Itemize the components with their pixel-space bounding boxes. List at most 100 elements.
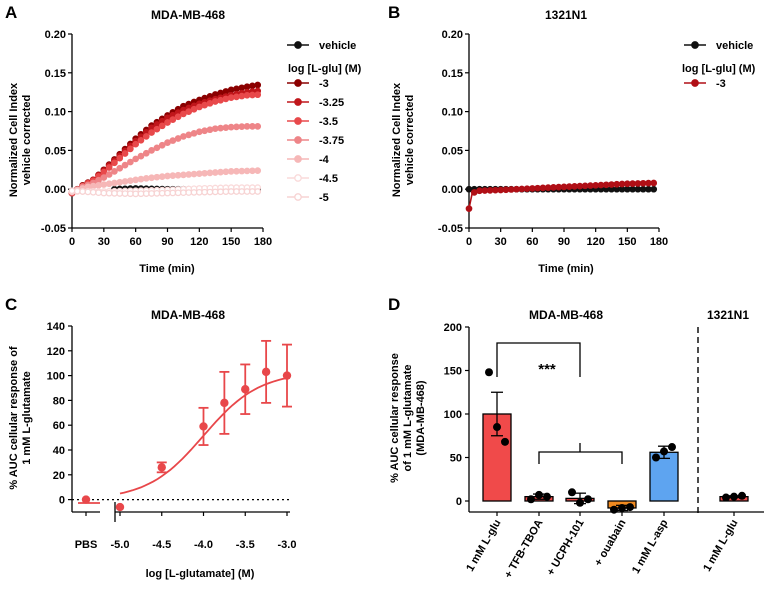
panel-a-data-point xyxy=(254,122,262,130)
panel-a-data-point xyxy=(238,92,246,100)
panel-d-data-point xyxy=(730,492,738,501)
panel-b-legend-label: vehicle xyxy=(716,40,753,52)
panel-d-category-label: + ouabain xyxy=(592,517,628,568)
panel-d-ylabel-line2: of 1 mM L-glutamate xyxy=(402,365,414,472)
panel-a-data-point xyxy=(238,123,246,130)
panel-b-data-point xyxy=(597,181,605,189)
panel-a-data-point xyxy=(111,189,118,197)
panel-b-xtick-label: 0 xyxy=(466,236,472,248)
panel-a-data-point xyxy=(180,189,187,197)
panel-a-data-point xyxy=(142,174,150,182)
panel-a-data-point xyxy=(169,116,177,123)
panel-b-ylabel-line1: Normalized Cell Index xyxy=(391,82,403,197)
panel-c-data-point xyxy=(220,398,229,408)
panel-a-data-point xyxy=(153,125,161,133)
panel-a-data-point xyxy=(249,188,256,195)
panel-c-pbs-label: PBS xyxy=(75,539,98,551)
panel-d-data-point xyxy=(501,437,509,446)
panel-d-data-point xyxy=(668,443,676,452)
panel-a-data-point xyxy=(233,188,240,195)
panel-a-xtick-label: 60 xyxy=(130,236,142,248)
panel-d-sig-bracket xyxy=(496,342,581,377)
panel-b-data-point xyxy=(470,189,478,196)
panel-b-data-point xyxy=(513,185,520,193)
panel-b-data-point xyxy=(618,180,626,188)
panel-a-data-point xyxy=(164,119,171,126)
panel-a-data-point xyxy=(254,81,262,89)
panel-d-ytick-label: 50 xyxy=(450,453,462,465)
panel-c-data-point xyxy=(81,495,91,504)
panel-a-data-point xyxy=(254,167,262,175)
panel-d-ylabel-line1: % AUC cellular response xyxy=(389,353,401,483)
panel-b-data-point xyxy=(581,182,589,190)
panel-a-data-point xyxy=(142,190,150,197)
panel-d-bar xyxy=(482,413,512,502)
panel-d-group-title-1: MDA-MB-468 xyxy=(529,308,603,322)
panel-a-data-point xyxy=(79,188,86,195)
panel-b-data-point xyxy=(576,182,584,190)
panel-a-data-point xyxy=(222,188,230,196)
panel-c-ytick-label: 100 xyxy=(47,371,65,383)
panel-b-data-point xyxy=(523,185,531,193)
panel-a-legend-marker xyxy=(294,98,302,106)
panel-a-data-point xyxy=(142,149,150,157)
panel-b-data-point xyxy=(497,186,505,194)
panel-a-data-point xyxy=(137,190,145,198)
panel-b-data-point xyxy=(492,186,499,194)
panel-a-data-point xyxy=(201,127,208,135)
panel-a-data-point xyxy=(105,164,113,171)
panel-a-data-point xyxy=(227,86,235,94)
panel-c-xtick-label: -5.0 xyxy=(111,539,130,551)
panel-b-data-point xyxy=(623,185,631,193)
panel-d-data-point xyxy=(535,490,543,499)
panel-a-data-point xyxy=(190,170,198,178)
panel-a-data-point xyxy=(206,99,214,107)
panel-a-data-point xyxy=(243,188,251,195)
panel-c-ytick-label: 80 xyxy=(53,395,65,407)
panel-b-legend-title: log [L-glu] (M) xyxy=(682,63,756,75)
panel-a-data-point xyxy=(174,189,182,197)
panel-a-data-point xyxy=(105,189,113,197)
panel-d-data-point xyxy=(626,503,634,512)
panel-c-data-point xyxy=(282,371,292,380)
panel-a-data-point xyxy=(238,188,246,195)
panel-a-data-point xyxy=(243,83,251,91)
panel-c-ytick-label: 140 xyxy=(47,321,65,333)
panel-d-category-label: 1 mM L-asp xyxy=(630,517,671,576)
panel-a-legend-label: -3.75 xyxy=(319,135,344,147)
panel-a-data-point xyxy=(195,128,203,136)
panel-a-xtick-label: 90 xyxy=(161,236,173,248)
panel-a-ytick-label: 0.00 xyxy=(45,184,66,196)
panel-c-chart: MDA-MB-468 % AUC cellular response of 1 … xyxy=(8,308,296,580)
panel-a-data-point xyxy=(121,178,129,185)
panel-label-c: C xyxy=(5,295,17,314)
panel-a-data-point xyxy=(148,147,155,154)
panel-a-data-point xyxy=(116,164,124,172)
panel-a-legend-title: log [L-glu] (M) xyxy=(288,63,362,75)
panel-a-data-point xyxy=(127,190,134,198)
panel-a-data-point xyxy=(100,174,108,181)
panel-a-data-point xyxy=(180,110,187,118)
panel-a-data-point xyxy=(243,167,251,175)
panel-a-xtick-label: 120 xyxy=(190,236,208,248)
panel-a-ylabel-line1: Normalized Cell Index xyxy=(8,82,20,197)
panel-a-xlabel: Time (min) xyxy=(139,263,195,275)
panel-a-data-point xyxy=(158,141,166,149)
panel-a-data-point xyxy=(190,105,198,113)
panel-a-data-point xyxy=(233,123,240,131)
panel-d-group-bracket xyxy=(538,443,623,464)
panel-d-ytick-label: 0 xyxy=(456,496,462,508)
panel-a-legend-label: -3.5 xyxy=(319,116,338,128)
panel-c-title: MDA-MB-468 xyxy=(151,308,225,322)
panel-b-data-point xyxy=(602,181,610,189)
panel-a-data-point xyxy=(195,188,203,196)
panel-a-data-point xyxy=(100,181,108,188)
panel-a-data-point xyxy=(89,182,97,190)
panel-c-ytick-label: 40 xyxy=(53,445,65,457)
panel-a-data-point xyxy=(95,189,102,197)
panel-a-data-point xyxy=(127,158,134,166)
panel-b-data-point xyxy=(518,185,526,193)
panel-d-data-point xyxy=(618,503,626,512)
panel-b-xtick-label: 90 xyxy=(558,236,570,248)
panel-b-legend-marker xyxy=(691,79,699,87)
